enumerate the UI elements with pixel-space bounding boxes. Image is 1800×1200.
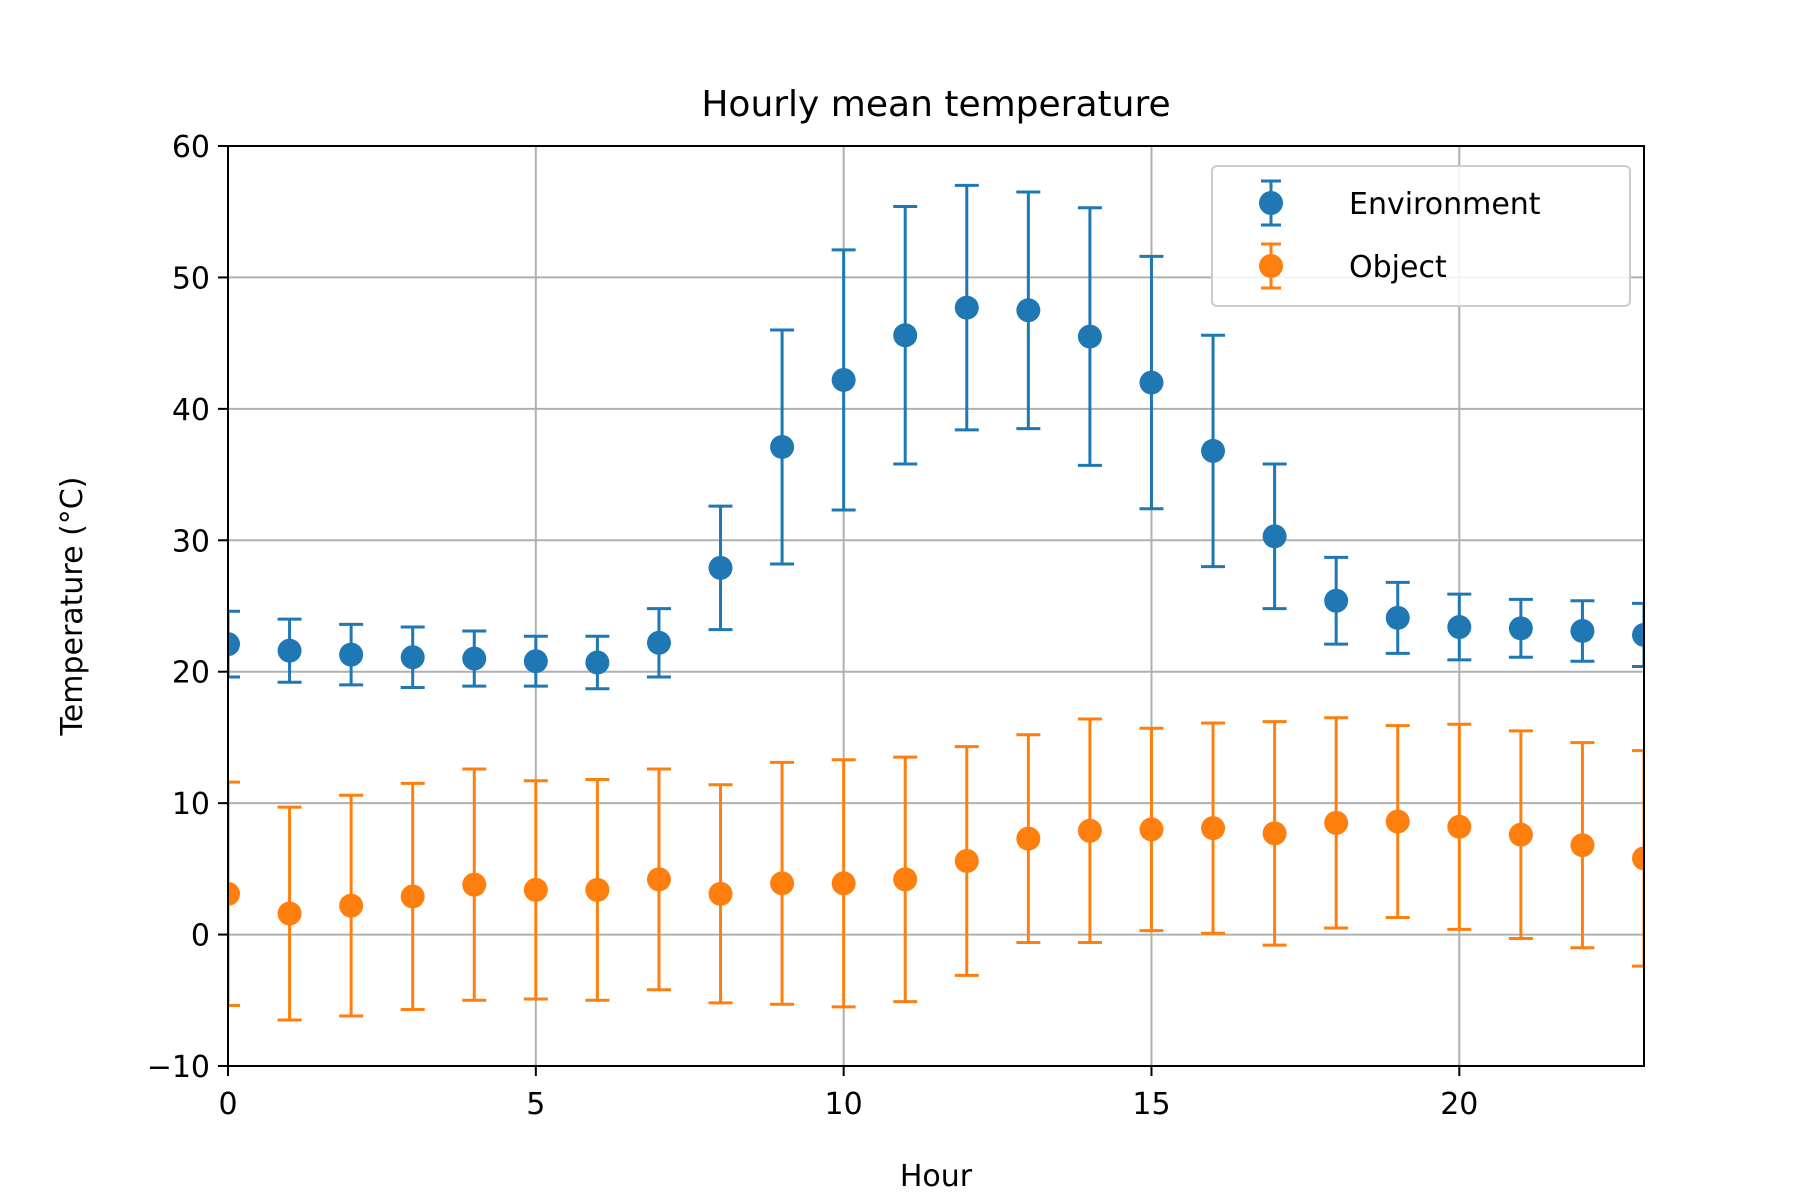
y-tick-label: 30 bbox=[172, 524, 210, 559]
data-point bbox=[770, 434, 795, 459]
legend-label: Environment bbox=[1349, 187, 1541, 222]
data-point bbox=[1508, 616, 1533, 641]
data-point bbox=[770, 871, 795, 896]
legend: Environment Object bbox=[1211, 165, 1631, 307]
data-point bbox=[1632, 622, 1644, 647]
series-object bbox=[228, 716, 1644, 1022]
data-point bbox=[1016, 298, 1041, 323]
y-tick-label: 20 bbox=[172, 656, 210, 691]
data-point bbox=[1201, 438, 1226, 463]
data-point bbox=[708, 881, 733, 906]
data-point bbox=[228, 632, 240, 657]
y-tick-label: −10 bbox=[147, 1050, 210, 1085]
plot-series bbox=[228, 183, 1644, 1022]
data-point bbox=[523, 877, 548, 902]
data-point bbox=[646, 867, 671, 892]
data-point bbox=[339, 893, 364, 918]
legend-marker bbox=[1259, 191, 1283, 215]
data-point bbox=[1570, 618, 1595, 643]
data-point bbox=[1385, 809, 1410, 834]
data-point bbox=[1262, 821, 1287, 846]
legend-marker bbox=[1259, 254, 1283, 278]
data-point bbox=[1570, 833, 1595, 858]
data-point bbox=[646, 630, 671, 655]
data-point bbox=[893, 323, 918, 348]
data-point bbox=[1139, 370, 1164, 395]
chart-title: Hourly mean temperature bbox=[701, 84, 1170, 125]
data-point bbox=[277, 638, 302, 663]
plot-area bbox=[228, 183, 1644, 1022]
data-point bbox=[1139, 817, 1164, 842]
data-point bbox=[708, 555, 733, 580]
data-point bbox=[523, 649, 548, 674]
data-point bbox=[277, 901, 302, 926]
data-point bbox=[1077, 818, 1102, 843]
data-point bbox=[1016, 826, 1041, 851]
data-point bbox=[339, 642, 364, 667]
x-tick-label: 15 bbox=[1132, 1087, 1170, 1122]
y-tick-label: 0 bbox=[191, 919, 210, 954]
axes-frame bbox=[227, 145, 1645, 1067]
y-axis-label: Temperature (°C) bbox=[55, 477, 90, 737]
data-point bbox=[954, 848, 979, 873]
y-tick-label: 40 bbox=[172, 393, 210, 428]
x-axis-label: Hour bbox=[900, 1159, 973, 1194]
data-point bbox=[1201, 816, 1226, 841]
data-point bbox=[462, 646, 487, 671]
data-point bbox=[585, 650, 610, 675]
data-point bbox=[1447, 814, 1472, 839]
data-point bbox=[831, 367, 856, 392]
data-point bbox=[228, 881, 240, 906]
data-point bbox=[462, 872, 487, 897]
data-point bbox=[954, 295, 979, 320]
data-point bbox=[1632, 846, 1644, 871]
data-point bbox=[585, 877, 610, 902]
x-tick-label: 0 bbox=[218, 1087, 237, 1122]
series-environment bbox=[228, 183, 1644, 691]
data-point bbox=[1324, 588, 1349, 613]
data-point bbox=[831, 871, 856, 896]
legend-box bbox=[1211, 165, 1631, 307]
data-point bbox=[893, 867, 918, 892]
data-point bbox=[1447, 615, 1472, 640]
y-tick-label: 50 bbox=[172, 261, 210, 296]
data-point bbox=[400, 645, 425, 670]
data-point bbox=[1508, 822, 1533, 847]
data-point bbox=[1077, 324, 1102, 349]
x-tick-label: 10 bbox=[825, 1087, 863, 1122]
y-tick-label: 10 bbox=[172, 787, 210, 822]
data-point bbox=[1385, 605, 1410, 630]
data-point bbox=[1262, 524, 1287, 549]
data-point bbox=[1324, 810, 1349, 835]
legend-label: Object bbox=[1349, 250, 1447, 285]
x-tick-label: 20 bbox=[1440, 1087, 1478, 1122]
data-point bbox=[400, 884, 425, 909]
y-tick-label: 60 bbox=[172, 130, 210, 165]
x-tick-label: 5 bbox=[526, 1087, 545, 1122]
